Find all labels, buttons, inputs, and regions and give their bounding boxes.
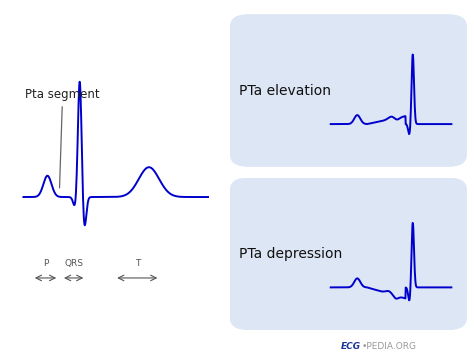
Text: QRS: QRS	[64, 259, 83, 268]
Text: P: P	[43, 259, 48, 268]
Text: PTa depression: PTa depression	[239, 247, 343, 261]
Text: •PEDIA.ORG: •PEDIA.ORG	[361, 342, 416, 351]
Text: PTa elevation: PTa elevation	[239, 83, 331, 98]
Text: T: T	[135, 259, 140, 268]
Text: Pta segment: Pta segment	[25, 88, 100, 188]
FancyBboxPatch shape	[230, 178, 467, 330]
FancyBboxPatch shape	[230, 14, 467, 167]
Text: ECG: ECG	[341, 342, 361, 351]
